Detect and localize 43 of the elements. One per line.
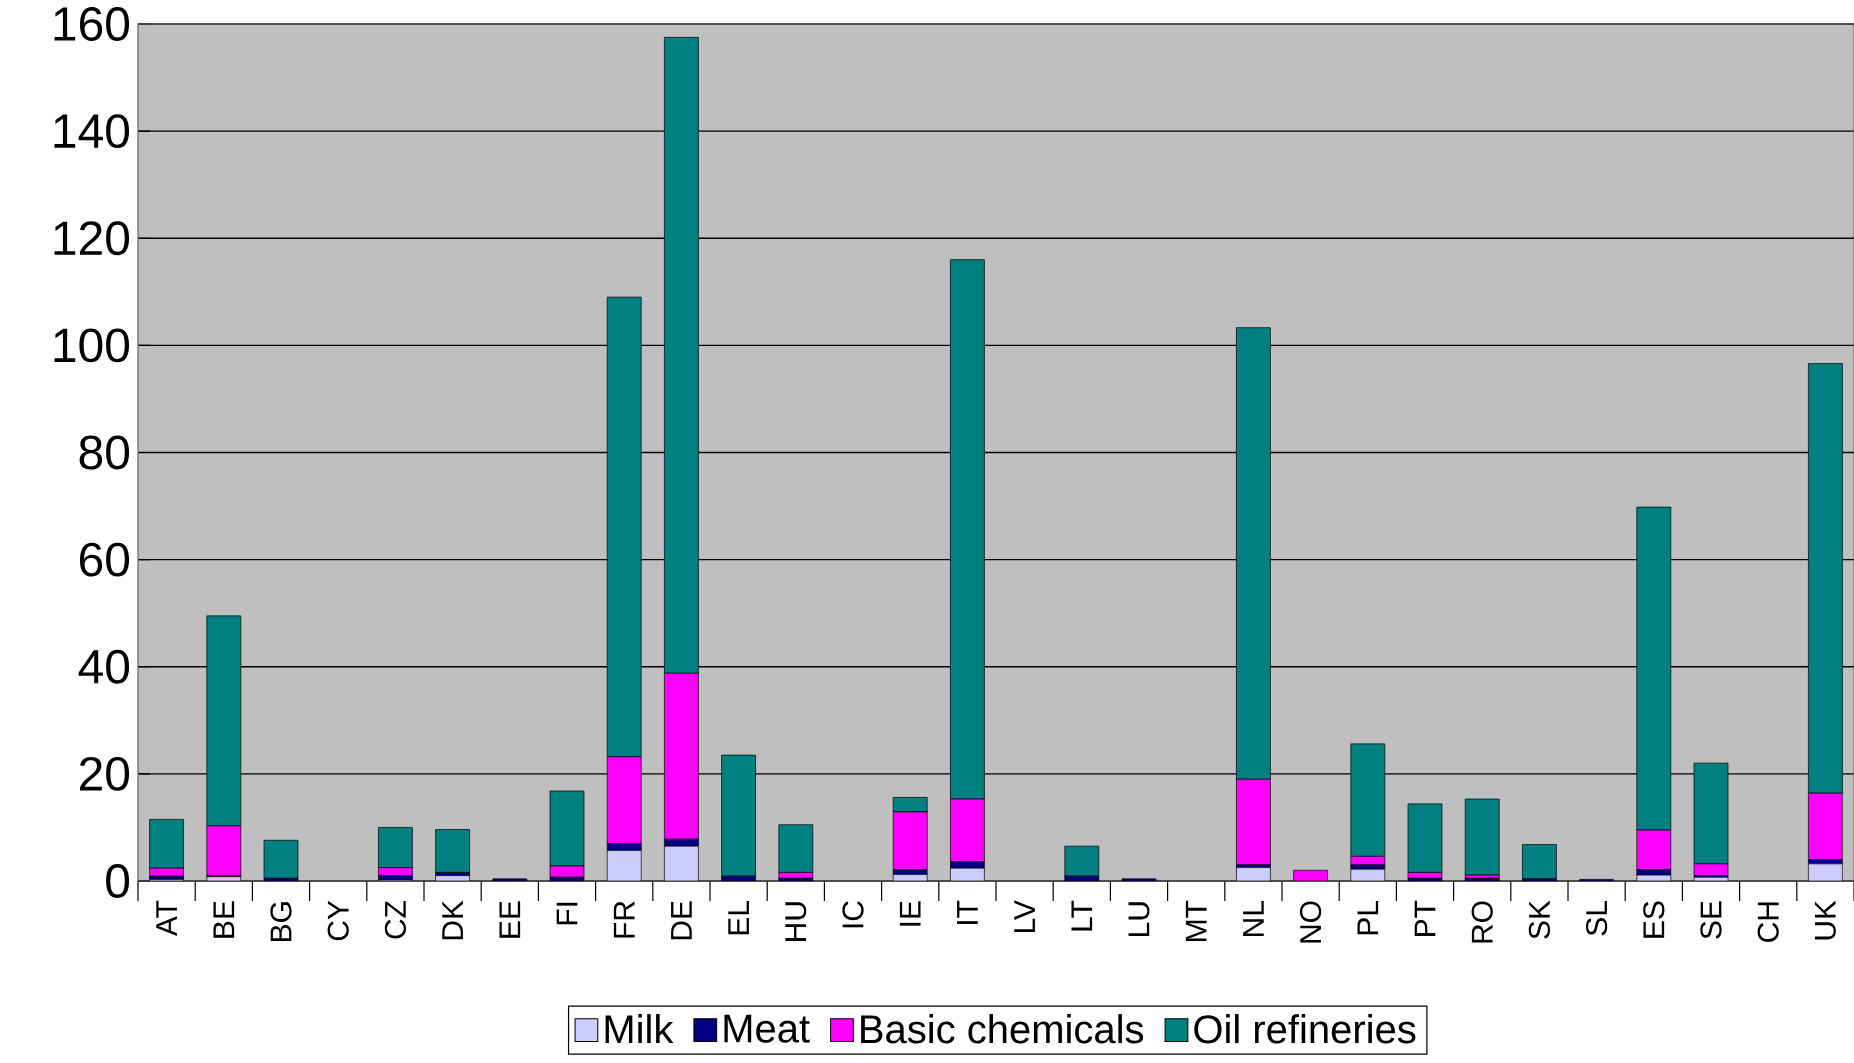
x-tick-label: IE — [899, 901, 921, 926]
x-tick-label: UK — [1814, 900, 1836, 940]
x-tick-label: BG — [270, 902, 292, 941]
x-tick-label: IT — [957, 900, 978, 924]
y-tick-label: 100 — [54, 328, 130, 363]
legend-label: Basic chemicals — [861, 1014, 1144, 1044]
y-tick-label: 160 — [54, 7, 130, 41]
x-tick-label: CH — [1757, 902, 1779, 942]
x-tick-label: RO — [1471, 901, 1493, 943]
x-tick-label: DE — [671, 901, 692, 940]
y-tick-label: 0 — [106, 864, 130, 898]
x-tick-label: CZ — [384, 901, 407, 939]
x-tick-label: ES — [1643, 901, 1665, 938]
y-tick-label: 120 — [54, 221, 130, 256]
x-tick-label: LU — [1128, 902, 1150, 936]
x-tick-label: AT — [156, 900, 177, 937]
y-tick-label: 40 — [78, 649, 130, 684]
y-tick-label: 80 — [79, 435, 130, 470]
x-tick-label: NL — [1243, 901, 1264, 936]
y-tick-label: 60 — [79, 542, 130, 577]
x-tick-label: EE — [499, 901, 521, 938]
x-tick-label: SK — [1528, 900, 1551, 939]
x-tick-label: NO — [1299, 901, 1322, 943]
x-tick-label: PT — [1414, 900, 1436, 936]
legend-label: Meat — [724, 1014, 810, 1043]
x-tick-label: MT — [1185, 900, 1207, 941]
x-tick-label: FI — [556, 902, 578, 925]
y-tick-label: 20 — [79, 756, 130, 791]
x-tick-label: IC — [842, 901, 864, 928]
x-tick-label: CY — [327, 900, 349, 941]
x-tick-label: LV — [1014, 900, 1035, 933]
legend-label: Milk — [605, 1014, 674, 1044]
x-tick-label: LT — [1071, 900, 1093, 931]
x-tick-label: FR — [613, 901, 635, 938]
legend-label: Oil refineries — [1194, 1014, 1416, 1044]
x-tick-label: HU — [785, 902, 807, 941]
y-tick-label: 140 — [54, 114, 130, 149]
x-tick-label: SL — [1585, 901, 1608, 936]
x-tick-label: DK — [442, 900, 463, 940]
x-tick-label: SE — [1700, 901, 1722, 939]
x-tick-label: EL — [728, 901, 749, 935]
x-tick-label: PL — [1357, 901, 1379, 935]
x-tick-label: BE — [213, 901, 235, 938]
